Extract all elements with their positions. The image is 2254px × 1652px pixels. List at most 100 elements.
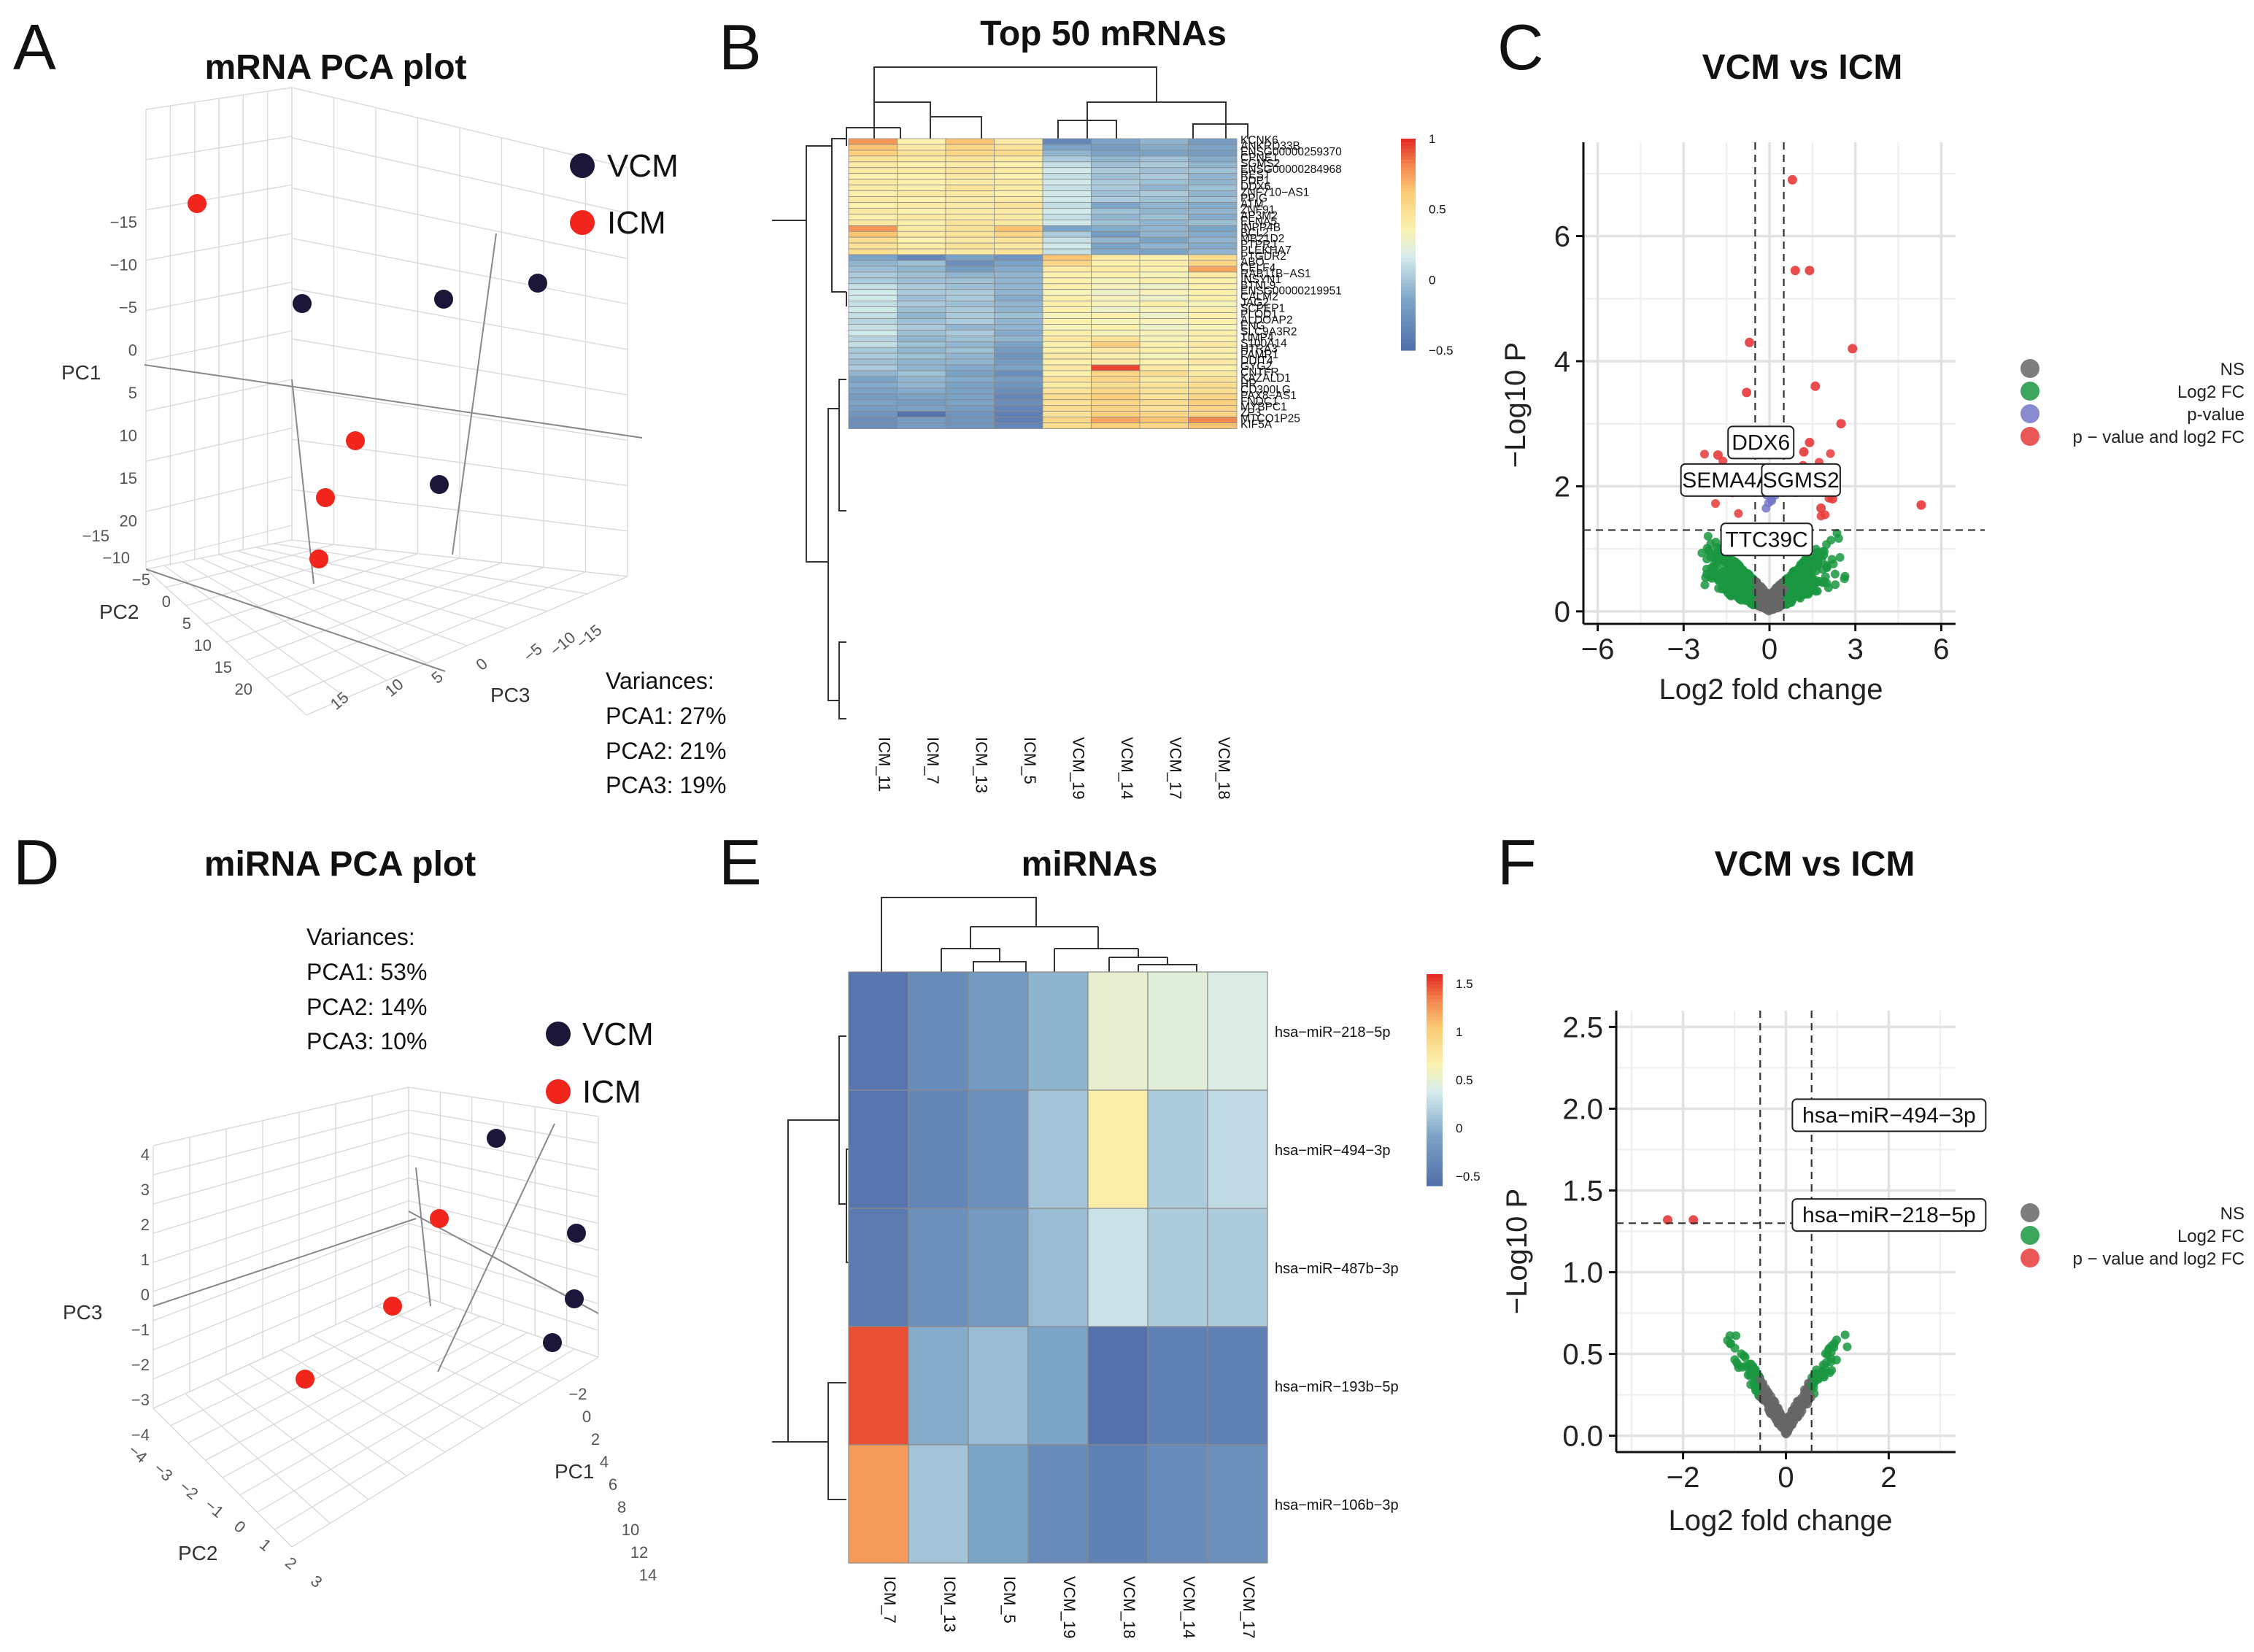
heatmap-cell: [994, 376, 1043, 383]
heatmap-cell: [994, 231, 1043, 238]
y-tick-label: 1.0: [1562, 1257, 1603, 1289]
x-tick-label: 0: [1778, 1462, 1794, 1494]
significant-point: [1916, 500, 1926, 510]
log2fc-point: [1743, 574, 1753, 583]
colorbar-segment: [1401, 332, 1416, 337]
log2fc-point: [1840, 571, 1850, 581]
heatmap-cell: [968, 1444, 1029, 1564]
heatmap-cell: [908, 1089, 969, 1209]
grid-line: [153, 1200, 409, 1292]
heatmap-cell: [848, 277, 898, 285]
significant-point: [1810, 381, 1821, 391]
heatmap-cell: [1042, 266, 1092, 273]
heatmap-cell: [945, 352, 995, 360]
colorbar-segment: [1401, 287, 1416, 291]
heatmap-cell: [1188, 155, 1238, 163]
colorbar-segment: [1427, 1090, 1443, 1095]
heatmap-cell: [897, 347, 946, 354]
row-label: INPP4B: [1240, 221, 1281, 233]
heatmap-cell: [1188, 225, 1238, 232]
heatmap-cell: [848, 236, 898, 244]
heatmap-cell: [1042, 231, 1092, 238]
heatmap-cell: [1139, 301, 1189, 307]
heatmap-cell: [1042, 370, 1092, 377]
heatmap-cell: [848, 190, 898, 197]
colorbar-segment: [1401, 139, 1416, 143]
heatmap-cell: [848, 271, 898, 279]
colorbar-segment: [1427, 1006, 1443, 1010]
heatmap-cell: [1188, 387, 1238, 395]
panel-d-title: miRNA PCA plot: [204, 845, 476, 884]
heatmap-cell: [897, 358, 946, 366]
heatmap-cell: [897, 179, 946, 185]
colorbar-tick: −0.5: [1456, 1170, 1481, 1184]
legend-label: p-value: [2187, 405, 2245, 425]
heatmap-cell: [1091, 144, 1140, 151]
heatmap-cell: [945, 236, 995, 244]
heatmap-cell: [1139, 283, 1189, 290]
colorbar-segment: [1427, 998, 1443, 1003]
row-label: INSYN1: [1240, 274, 1281, 286]
heatmap-cell: [1188, 266, 1238, 273]
heatmap-cell: [848, 173, 898, 180]
colorbar-segment: [1427, 1125, 1443, 1130]
colorbar-segment: [1401, 233, 1416, 238]
log2fc-point: [1727, 579, 1737, 589]
colorbar-segment: [1427, 1065, 1443, 1070]
heatmap-cell: [1188, 323, 1238, 331]
column-dendrogram: [846, 66, 1248, 139]
heatmap-cell: [1188, 271, 1238, 279]
heatmap-cell: [1091, 358, 1140, 366]
heatmap-cell: [897, 323, 946, 331]
heatmap-cell: [1042, 323, 1092, 331]
legend-icm-label-d: ICM: [582, 1074, 641, 1110]
column-label: ICM_13: [941, 1576, 959, 1632]
heatmap-cell: [994, 335, 1043, 342]
heatmap-cell: [1188, 185, 1238, 191]
heatmap-cell: [848, 260, 898, 267]
heatmap-cell: [1042, 207, 1092, 215]
vcm-point: [543, 1333, 562, 1352]
heatmap-cell: [1091, 155, 1140, 163]
heatmap-cell: [1139, 225, 1189, 232]
significant-point: [1790, 266, 1800, 276]
colorbar-segment: [1427, 981, 1443, 986]
colorbar-segment: [1427, 1104, 1443, 1109]
heatmap-cell: [1188, 301, 1238, 307]
heatmap-cell: [848, 341, 898, 348]
heatmap-cell: [994, 266, 1043, 273]
colorbar-segment: [1401, 290, 1416, 295]
heatmap-cell: [945, 295, 995, 301]
heatmap-cell: [1139, 144, 1189, 151]
legend-label: p − value and log2 FC: [2073, 428, 2245, 447]
label-box: [1791, 1198, 1987, 1232]
heatmap-cell: [1091, 417, 1140, 423]
heatmap-cell: [1188, 196, 1238, 203]
label-box: [1727, 425, 1795, 460]
heatmap-cell: [968, 1089, 1029, 1209]
colorbar-segment: [1427, 1111, 1443, 1116]
log2fc-point: [1748, 601, 1758, 610]
colorbar-segment: [1427, 1034, 1443, 1038]
heatmap-cell: [1139, 155, 1189, 163]
heatmap-cell: [1091, 254, 1140, 261]
heatmap-cell: [897, 202, 946, 209]
colorbar-segment: [1401, 266, 1416, 270]
heatmap-cell: [1042, 225, 1092, 232]
heatmap-cell: [994, 352, 1043, 360]
legend-icm-marker: [570, 210, 595, 235]
heatmap-cell: [848, 289, 898, 296]
colorbar-segment: [1427, 1101, 1443, 1105]
grid-line: [306, 576, 628, 716]
heatmap-cell: [897, 231, 946, 238]
legend-marker: [2021, 1203, 2039, 1222]
pc1-tick: 8: [617, 1498, 626, 1516]
heatmap-cell: [1042, 347, 1092, 354]
heatmap-cell: [1091, 422, 1140, 429]
heatmap-cell: [897, 335, 946, 342]
significant-point: [1816, 512, 1826, 521]
legend-icm-marker-d: [546, 1079, 571, 1104]
heatmap-cell: [994, 219, 1043, 226]
heatmap-cell: [968, 1208, 1029, 1327]
heatmap-cell: [1042, 318, 1092, 325]
